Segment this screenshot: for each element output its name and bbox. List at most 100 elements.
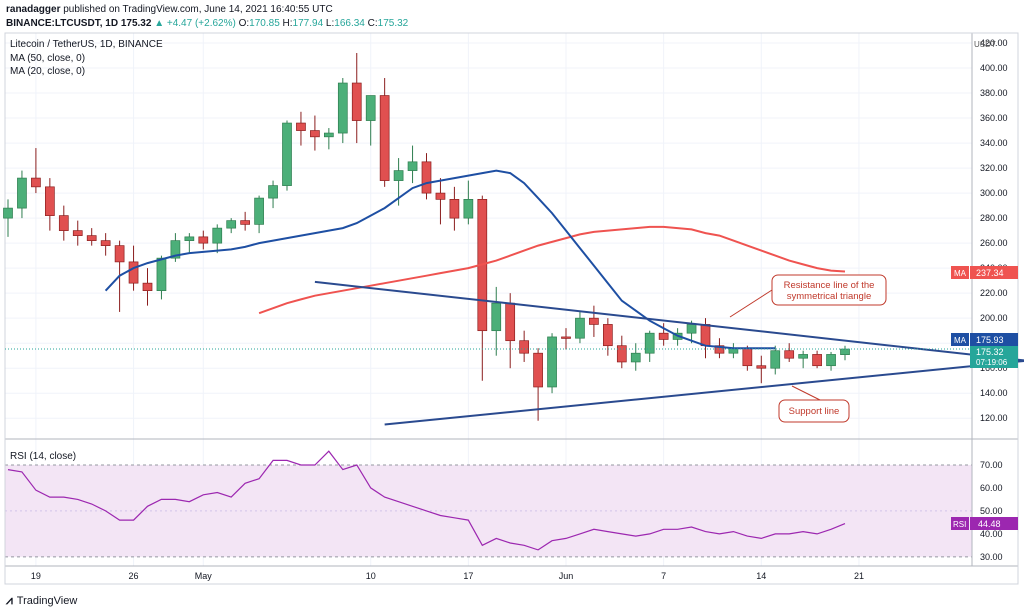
ma20-legend[interactable]: MA (20, close, 0) [10, 66, 85, 77]
rsi-line [7, 450, 846, 551]
candle-body-down [310, 130, 320, 138]
candle-body-up [491, 302, 502, 332]
candle [254, 195, 264, 234]
candle-body-down [742, 347, 753, 367]
price-tick-label: 200.00 [980, 313, 1008, 323]
candle-body-up [770, 350, 781, 369]
tradingview-logo-icon: ⩘ [6, 593, 13, 607]
time-tick-label: 14 [756, 571, 766, 581]
time-tick-label: Jun [559, 571, 574, 581]
brand-name: TradingView [16, 594, 78, 607]
candle [268, 180, 278, 209]
candle-body-down [86, 235, 97, 241]
price-tick-label: 260.00 [980, 238, 1008, 248]
candle [728, 343, 739, 359]
rsi-badge-value: 44.48 [978, 519, 1001, 529]
candle [756, 355, 767, 384]
chart-frame [4, 32, 1019, 585]
candle [44, 178, 55, 231]
candle-body-up [184, 236, 195, 241]
chart-title: Litecoin / TetherUS, 1D, BINANCE [10, 39, 163, 50]
resistance-annotation[interactable]: Resistance line of the symmetrical trian… [729, 274, 887, 318]
time-axis[interactable]: 19 26 May 10 17 Jun 7 14 21 [31, 571, 864, 581]
candle [324, 128, 334, 150]
candle-body-down [533, 352, 543, 388]
candle [840, 345, 850, 361]
candle-body-down [616, 345, 627, 363]
price-tick-label: 380.00 [980, 88, 1008, 98]
countdown-value: 07:19:06 [976, 358, 1008, 367]
candle [31, 148, 41, 194]
candle [602, 318, 613, 356]
candle-body-up [686, 324, 697, 334]
candle [198, 230, 209, 250]
candle [463, 180, 474, 225]
candle [477, 195, 488, 381]
candle [519, 330, 530, 362]
candle [658, 323, 669, 346]
candle [86, 228, 97, 246]
candle-body-down [114, 245, 125, 263]
resistance-trendline [314, 280, 1024, 362]
candle-body-down [784, 350, 795, 359]
candle [575, 311, 585, 344]
price-tick-label: 340.00 [980, 138, 1008, 148]
ma50-legend[interactable]: MA (50, close, 0) [10, 53, 85, 64]
candle-body-up [226, 220, 237, 229]
candle-body-down [561, 336, 571, 339]
candle [212, 224, 223, 254]
currency-label: USDT [974, 40, 996, 49]
time-tick-label: 7 [661, 571, 666, 581]
ma50-badge-value: 237.34 [976, 268, 1004, 278]
candle-body-down [142, 282, 153, 292]
time-tick-label: 19 [31, 571, 41, 581]
candle [156, 255, 167, 300]
candle-body-down [72, 230, 83, 236]
rsi-legend[interactable]: RSI (14, close) [10, 451, 76, 462]
candle [142, 268, 153, 306]
close-label: C: [367, 18, 378, 29]
candle [407, 145, 418, 184]
candle [421, 153, 432, 200]
candle [379, 78, 390, 187]
candle [742, 345, 753, 371]
candle [240, 211, 250, 231]
publisher-name[interactable]: ranadagger [6, 4, 61, 15]
high-label: H: [282, 18, 293, 29]
candle [184, 233, 195, 254]
candle-body-up [337, 82, 348, 134]
candle-body-down [240, 220, 250, 225]
ma20-badge-value: 175.93 [976, 335, 1004, 345]
rsi-axis[interactable]: 30.00 40.00 50.00 60.00 70.00 [980, 460, 1003, 562]
candle-body-up [3, 207, 13, 219]
symbol-label[interactable]: BINANCE:LTCUSDT, 1D [6, 18, 119, 29]
candle-body-down [449, 199, 460, 219]
candle-body-down [505, 302, 516, 342]
price-tick-label: 280.00 [980, 213, 1008, 223]
candle [491, 286, 502, 356]
last-price: 175.32 [120, 18, 152, 29]
price-tick-label: 220.00 [980, 288, 1008, 298]
axis-frame [4, 32, 1019, 585]
footer-brand[interactable]: ⩘ TradingView [6, 593, 77, 608]
candle-body-down [379, 95, 390, 181]
candle [58, 205, 69, 241]
candle-body-up [212, 227, 223, 244]
ma20-badge: MA 175.93 [951, 333, 1018, 346]
candle-body-down [296, 122, 306, 131]
candle [17, 170, 27, 219]
candle-body-up [798, 354, 809, 359]
candle [100, 233, 111, 256]
open-label: O: [238, 18, 250, 29]
candle-body-down [519, 340, 530, 354]
support-annotation[interactable]: Support line [778, 385, 850, 423]
candle-body-up [17, 177, 27, 209]
candle [296, 111, 306, 146]
price-tick-label: 140.00 [980, 388, 1008, 398]
candle [170, 233, 181, 262]
candle-body-up [268, 185, 278, 199]
ma20-line [104, 169, 776, 350]
rsi-tick-label: 70.00 [980, 460, 1003, 470]
candle-body-down [128, 261, 139, 284]
